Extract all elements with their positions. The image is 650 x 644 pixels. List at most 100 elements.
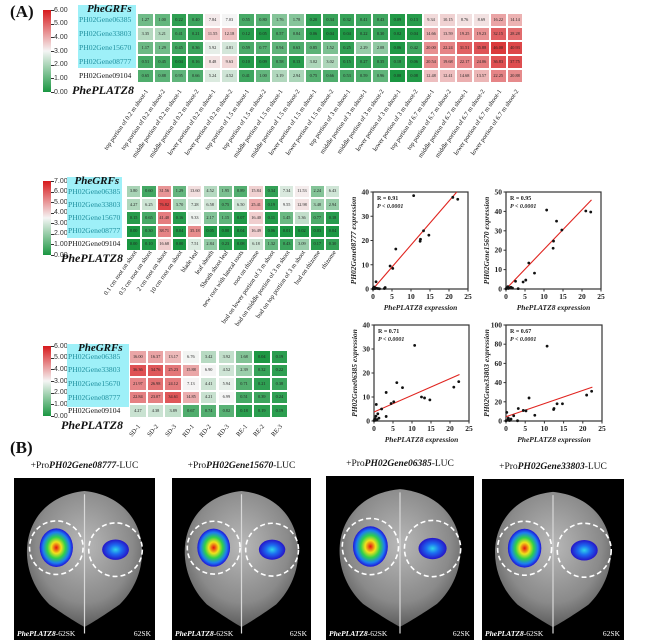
heatmap-cell: 2.24 [309,185,325,199]
heatmap-cell: 0.10 [237,55,255,69]
color-scale-tick-label: 6.00 [54,6,68,14]
heatmap-cell: 40.93 [506,41,524,55]
heatmap-cell: 20.88 [506,69,524,83]
heatmap-cell: 20.00 [422,41,440,55]
correlation-annotation: P < 0.0001 [510,337,536,343]
data-point [516,287,520,291]
heatmap-cell: 0.11 [263,211,279,225]
heatmap-cell: 2.17 [202,211,218,225]
heatmap-cell: 7.28 [187,198,203,212]
heatmap-cell: 22.25 [489,69,507,83]
heatmap-cell: 14.68 [456,69,473,83]
data-point [516,419,519,423]
right-construct-label: 62SK [290,629,308,638]
y-axis-label: PH02Gene15670 expression [482,197,491,285]
heatmap-cell: 4.41 [199,377,218,391]
left-construct-label: PhePLATZ8-62SK [175,629,234,638]
heatmap-cell: 0.19 [252,404,271,418]
strong-luminescence-signal [352,526,388,567]
color-scale-bar [43,10,51,92]
leaf-luminescence-image: PhePLATZ8-62SK 62SK [482,479,624,640]
heatmap-cell: 0.19 [263,198,279,212]
data-point [521,409,525,412]
row-label: PH02Gene06385 [68,351,121,361]
color-scale-tick-label: 5.00 [54,20,68,28]
heatmap-cell: 32.15 [489,27,507,41]
y-tick-label: 40 [363,321,371,330]
title-gene: PH02Gene33803 [517,462,585,472]
x-tick-label: 25 [465,424,473,433]
heatmap-cell: 5.24 [204,69,221,83]
color-scale-tick [51,392,54,394]
color-scale-tick [51,223,54,225]
color-scale-tick [51,181,54,182]
heatmap-cell: 1.00 [153,13,171,27]
data-point [391,266,395,270]
grf-group-title: PheGRFs [78,342,123,354]
data-point [521,280,525,284]
correlation-annotation: P < 0.0001 [377,204,403,210]
data-point [383,287,386,290]
heatmap-cell: 0.04 [324,224,341,238]
heatmap-cell: 19.68 [439,55,457,69]
row-label: PH02Gene15670 [68,379,121,388]
data-point [506,287,510,290]
data-point [504,287,508,291]
heatmap-cell: 2.94 [288,69,305,83]
x-axis-label: PhePLATZ8 expression [385,435,459,444]
heatmap-cell: 0.57 [271,27,289,41]
heatmap-cell: 0.02 [294,224,310,238]
heatmap-cell: 0.88 [153,69,171,83]
heatmap-cell: 3.42 [199,350,218,364]
data-point [451,195,455,199]
color-scale-tick [51,357,54,359]
leaf-luminescence-image: PhePLATZ8-62SK 62SK [14,478,155,640]
heatmap-cell: 14.85 [182,390,200,405]
heatmap-cell: 0.41 [237,69,255,83]
heatmap-cell: 0.05 [254,27,272,41]
correlation-annotation: P < 0.0001 [510,204,536,210]
color-scale-bar [43,181,51,255]
data-point [456,197,460,201]
data-point [377,416,381,420]
heatmap-cell: 25.41 [248,198,264,212]
x-tick-label: 20 [445,292,453,301]
heatmap-cell: 37.75 [506,55,524,69]
heatmap-cell: 41.40 [156,211,172,225]
construct-gene: PhePLATZ8 [485,629,524,638]
data-point [427,233,431,237]
data-point [505,410,509,414]
heatmap-cell: 0.15 [126,211,142,225]
heatmap-cell: 12.18 [221,27,238,41]
construct-gene: PhePLATZ8 [175,629,214,638]
infiltration-circle-right [244,522,300,577]
heatmap-cell: 6.58 [202,198,218,212]
heatmap-cell: 0.00 [217,224,234,238]
construct-gene: PhePLATZ8 [17,629,56,638]
construct-gene: PhePLATZ8 [329,629,368,638]
heatmap-cell: 1.29 [153,41,171,55]
heatmap-cell: 0.21 [187,27,205,41]
heatmap-cell: 15.88 [182,363,200,378]
y-tick-label: 0 [366,417,370,426]
row-label: PH02Gene08777 [79,57,132,66]
heatmap-cell: 0.38 [270,377,289,391]
y-tick-label: 30 [495,226,503,235]
color-scale-tick-label: 0.00 [54,88,68,96]
data-point [413,344,417,347]
heatmap-cell: 0.03 [309,224,325,238]
heatmap-cell: 0.32 [338,13,356,27]
heatmap-cell: 22.17 [456,55,473,69]
color-scale-tick [51,37,54,39]
heatmap-cell: 0.19 [270,350,289,364]
heatmap-cell: 6.99 [217,390,236,405]
color-scale-tick-label: 4.00 [54,33,68,41]
color-scale-tick-label: 1.00 [54,400,68,408]
heatmap-cell: 0.10 [141,237,157,251]
heatmap-cell: 0.65 [141,211,157,225]
heatmap-cell: 0.77 [254,41,272,55]
data-point [589,210,593,214]
color-scale-tick [51,202,54,203]
heatmap-cell: 0.59 [355,69,373,83]
color-scale-tick [51,78,54,80]
